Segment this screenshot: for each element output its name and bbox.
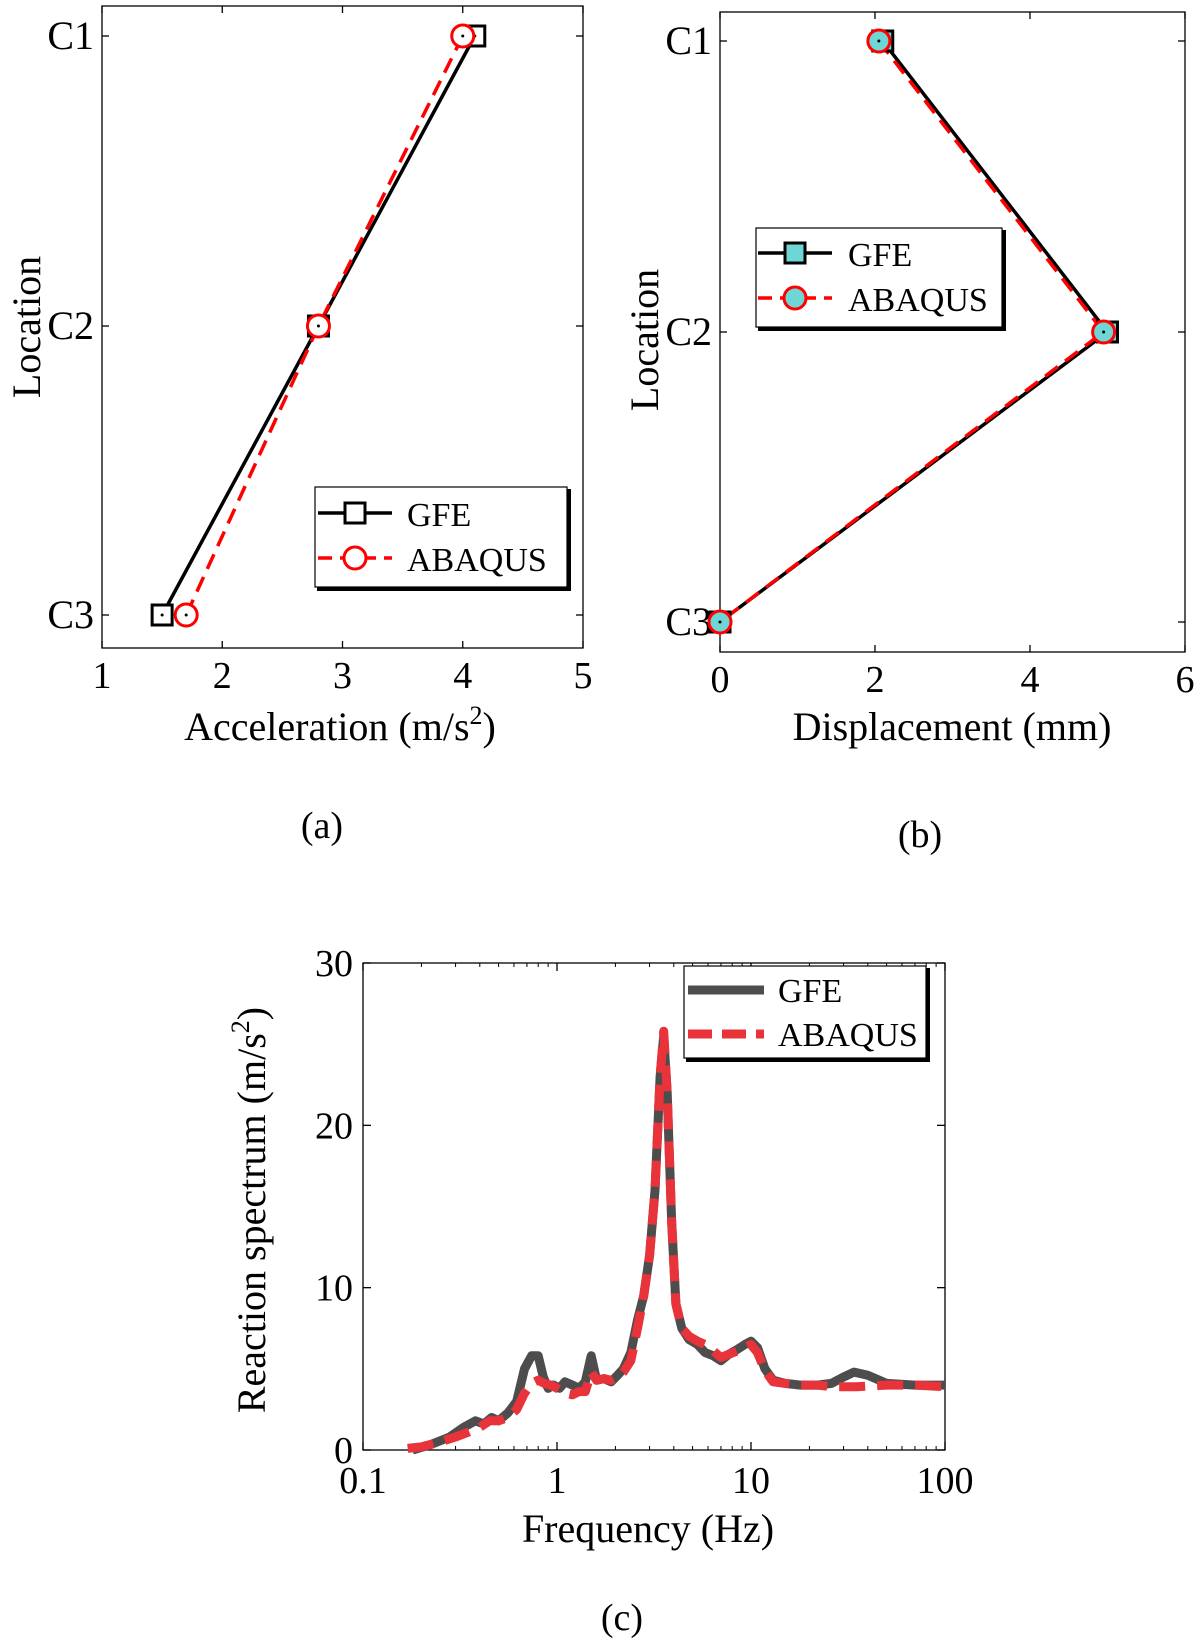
- panel-c-series-abaqus-line: [407, 1026, 946, 1453]
- panel-c-legend: GFE ABAQUS: [683, 965, 930, 1062]
- panel-c-legend-abaqus-label: ABAQUS: [778, 1017, 918, 1054]
- panel-b-xtick-label: 0: [711, 659, 730, 701]
- panel-a-legend-gfe-marker: [343, 501, 367, 525]
- panel-a-xlabel: Acceleration (m/s2): [184, 701, 496, 749]
- panel-b-ytick-label: C1: [665, 18, 712, 63]
- panel-b-xtick-label: 4: [1021, 659, 1040, 701]
- panel-c-ylabel-main: Reaction spectrum (m/s: [229, 1033, 274, 1413]
- panel-b-series-gfe-line: [718, 39, 1110, 624]
- panel-c-ytick-label: 0: [334, 1430, 353, 1472]
- panel-b-legend-shadow: [758, 230, 1006, 331]
- panel-b-legend-gfe-label: GFE: [848, 237, 912, 274]
- panel-c-xtick-label: 0.1: [339, 1460, 387, 1502]
- panel-c-xtick-label: 100: [917, 1460, 974, 1502]
- panel-a-ytick-label: C3: [47, 592, 94, 637]
- panel-c-ytick-label: 10: [315, 1268, 353, 1310]
- panel-c-caption: (c): [601, 1597, 643, 1639]
- panel-c-xlabel: Frequency (Hz): [522, 1506, 774, 1551]
- panel-b-abaqus-point-dot: [1102, 330, 1106, 334]
- panel-c-ylabel: Reaction spectrum (m/s2): [226, 1007, 274, 1413]
- panel-b-ytick-label: C2: [665, 309, 712, 354]
- panel-a-gfe-point-dot: [160, 613, 164, 617]
- panel-c-ytick-label: 30: [315, 943, 353, 985]
- panel-b-legend-abaqus-label: ABAQUS: [848, 282, 988, 319]
- panel-b: 0 2 4 6 C1 C2 C3 Location Displacement (mm) (b…: [622, 11, 1195, 856]
- panel-b-ytick-label: C3: [665, 599, 712, 644]
- panel-c-legend-gfe-label: GFE: [778, 973, 842, 1010]
- panel-a-series-abaqus-line: [184, 35, 465, 616]
- panel-a-ytick-label: C2: [47, 303, 94, 348]
- panel-a-xtick-label: 3: [333, 655, 352, 697]
- panel-c-axes-box: [362, 962, 946, 1451]
- panel-b-caption: (b): [898, 814, 942, 856]
- panel-b-xtick-label: 6: [1176, 659, 1195, 701]
- panel-b-legend-gfe-marker: [783, 241, 807, 265]
- panel-a-legend-shadow: [317, 489, 571, 591]
- panel-c-xtick-label: 10: [732, 1460, 770, 1502]
- panel-a-legend-abaqus-marker: [342, 545, 368, 571]
- panel-b-legend: GFE ABAQUS: [755, 227, 1006, 331]
- panel-b-xtick-label: 2: [866, 659, 885, 701]
- panel-a-ylabel: Location: [4, 256, 49, 398]
- panel-a-xlabel-sup: 2: [470, 701, 483, 730]
- panel-c-xtick-label: 1: [548, 1460, 567, 1502]
- panel-a-xtick-label: 5: [574, 655, 593, 697]
- panel-a-legend: GFE ABAQUS: [314, 486, 571, 591]
- panel-a-xlabel-main: Acceleration (m/s: [184, 704, 469, 749]
- panel-a-abaqus-point-dot: [316, 324, 320, 328]
- panel-b-ylabel: Location: [622, 269, 667, 411]
- panel-c-ylabel-end: ): [229, 1007, 274, 1020]
- panel-b-legend-abaqus-marker: [782, 285, 808, 311]
- panel-c-legend-shadow: [686, 968, 930, 1062]
- panel-a-xlabel-end: ): [483, 704, 496, 749]
- panel-a-xtick-label: 4: [453, 655, 472, 697]
- panel-a-ytick-label: C1: [47, 13, 94, 58]
- panel-c-ytick-label: 20: [315, 1105, 353, 1147]
- panel-a-legend-gfe-label: GFE: [407, 497, 471, 534]
- panel-b-series-abaqus-line: [718, 39, 1107, 624]
- panel-b-abaqus-point-dot: [877, 39, 881, 43]
- panel-a-xtick-label: 1: [93, 655, 112, 697]
- panel-c-legend-box: [683, 965, 927, 1059]
- panel-c: 0.1 1 10 100 0 10 20 30 Reaction spectrum (m/s2…: [226, 943, 974, 1639]
- panel-c-ylabel-sup: 2: [226, 1020, 255, 1033]
- panel-a-caption: (a): [301, 805, 343, 847]
- panel-b-abaqus-point-dot: [718, 620, 722, 624]
- panel-a-abaqus-point-dot: [184, 613, 188, 617]
- panel-a-xtick-label: 2: [213, 655, 232, 697]
- panel-a-abaqus-point-dot: [461, 34, 465, 38]
- panel-b-xlabel: Displacement (mm): [793, 704, 1112, 749]
- panel-a-legend-abaqus-label: ABAQUS: [407, 542, 547, 579]
